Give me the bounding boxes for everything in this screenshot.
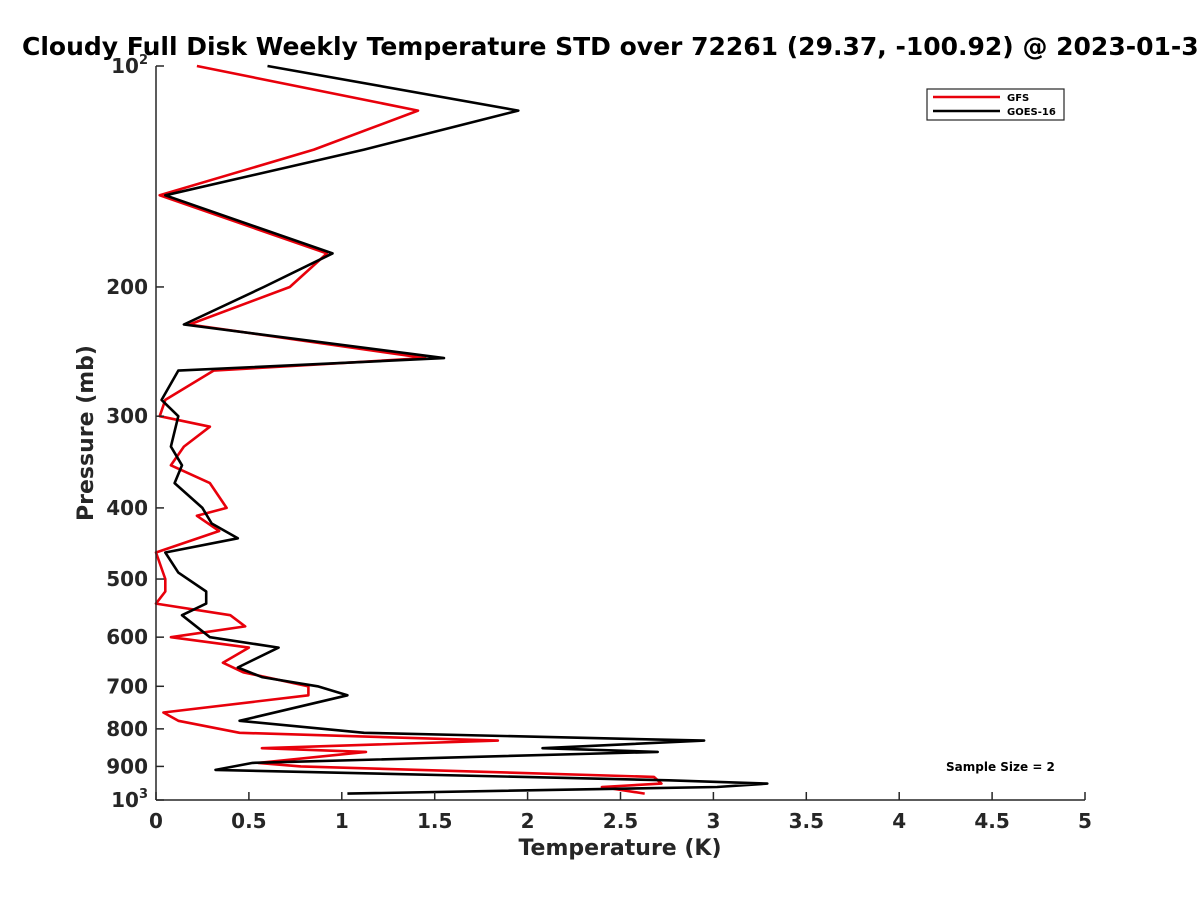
y-tick-label: 400	[106, 496, 148, 520]
series-line-gfs	[154, 64, 663, 795]
y-tick-label: 700	[106, 674, 148, 698]
x-tick-label: 1	[335, 809, 349, 833]
y-tick-label: 200	[106, 275, 148, 299]
chart-title: Cloudy Full Disk Weekly Temperature STD …	[22, 32, 1199, 61]
y-tick-label: 103	[111, 787, 148, 812]
y-axis-label: Pressure (mb)	[74, 345, 99, 521]
x-axis-ticks: 0 0.5 1 1.5 2 2.5 3 3.5 4 4.5 5	[149, 792, 1092, 833]
legend-box	[926, 88, 1065, 121]
y-axis-ticks: 102 200 300 400 500 600 700 800 900 103	[106, 53, 164, 812]
series-line-goes16	[160, 64, 769, 795]
x-tick-label: 5	[1078, 809, 1092, 833]
y-tick-label: 800	[106, 717, 148, 741]
plot-area	[156, 66, 1085, 800]
legend-label-goes16: GOES-16	[1007, 107, 1056, 118]
x-tick-label: 2.5	[603, 809, 638, 833]
x-tick-label: 4.5	[974, 809, 1009, 833]
y-tick-label: 600	[106, 625, 148, 649]
x-tick-label: 1.5	[417, 809, 452, 833]
y-tick-label: 500	[106, 567, 148, 591]
x-tick-label: 3	[706, 809, 720, 833]
x-tick-label: 3.5	[789, 809, 824, 833]
x-axis-label: Temperature (K)	[518, 836, 721, 861]
series-layer	[154, 64, 769, 795]
x-tick-label: 4	[892, 809, 906, 833]
x-tick-label: 0.5	[231, 809, 266, 833]
x-tick-label: 2	[521, 809, 535, 833]
legend: GFS GOES-16	[926, 88, 1065, 121]
legend-label-gfs: GFS	[1007, 93, 1029, 104]
y-tick-label: 900	[106, 754, 148, 778]
y-tick-label: 300	[106, 404, 148, 428]
sample-size-annotation: Sample Size = 2	[946, 760, 1055, 774]
x-tick-label: 0	[149, 809, 163, 833]
y-tick-label: 102	[111, 53, 148, 78]
